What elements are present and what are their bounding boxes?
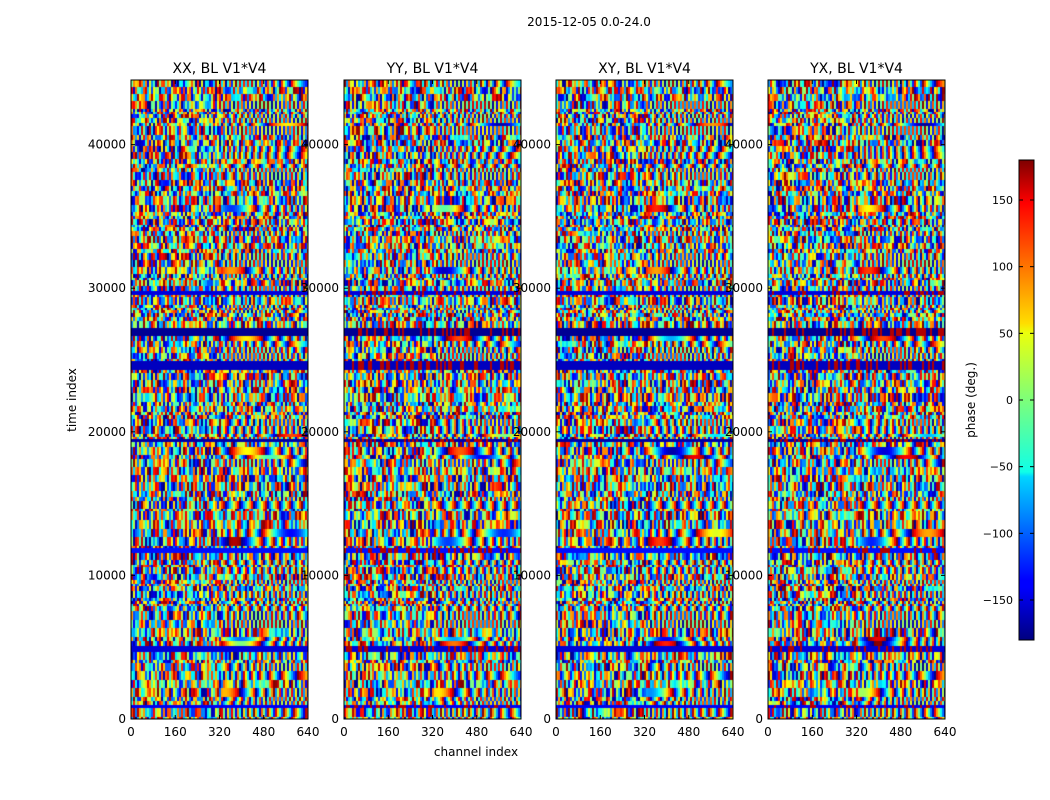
phase-image-xx [131, 80, 308, 719]
panel-xx: XX, BL V1*V4 0 160 320 480 640 0 10000 20000 3000… [88, 61, 320, 739]
y-tick-label: 30000 [513, 281, 551, 295]
figure-title: 2015-12-05 0.0-24.0 [527, 15, 651, 29]
colorbar-tick-label: 150 [992, 194, 1013, 207]
colorbar-tick-label: 100 [992, 261, 1013, 274]
y-tick-label: 40000 [301, 138, 339, 152]
x-tick-label: 160 [377, 725, 400, 739]
x-tick-label: 640 [934, 725, 957, 739]
x-tick-label: 160 [801, 725, 824, 739]
x-tick-label: 0 [127, 725, 135, 739]
colorbar-label: phase (deg.) [964, 362, 978, 438]
colorbar-tick-label: −100 [983, 527, 1013, 540]
x-tick-label: 0 [764, 725, 772, 739]
panel-xy: XY, BL V1*V4 0 160 320 480 640 0 10000 20000 3000… [513, 61, 745, 739]
y-tick-label: 0 [543, 712, 551, 726]
x-tick-label: 320 [633, 725, 656, 739]
x-tick-label: 480 [889, 725, 912, 739]
x-tick-label: 480 [465, 725, 488, 739]
y-tick-label: 40000 [88, 138, 126, 152]
x-tick-label: 640 [297, 725, 320, 739]
x-tick-label: 640 [510, 725, 533, 739]
x-tick-label: 160 [589, 725, 612, 739]
x-tick-label: 320 [845, 725, 868, 739]
panel-yy: YY, BL V1*V4 0 160 320 480 640 0 10000 20000 3000… [301, 61, 533, 739]
panel-title: XX, BL V1*V4 [173, 61, 267, 77]
panels: XX, BL V1*V4 0 160 320 480 640 0 10000 20000 3000… [88, 61, 957, 739]
colorbar-tick-label: 0 [1006, 394, 1013, 407]
y-tick-label: 20000 [88, 425, 126, 439]
x-tick-label: 640 [722, 725, 745, 739]
phase-image-xy [556, 80, 733, 719]
x-tick-label: 320 [421, 725, 444, 739]
x-tick-label: 480 [252, 725, 275, 739]
colorbar-tick-label: −150 [983, 594, 1013, 607]
y-tick-label: 40000 [513, 138, 551, 152]
y-tick-label: 10000 [301, 568, 339, 582]
colorbar: 150 100 50 0 −50 −100 −150 [983, 159, 1035, 641]
panel-title: YY, BL V1*V4 [386, 61, 479, 77]
x-tick-label: 160 [164, 725, 187, 739]
y-tick-label: 20000 [301, 425, 339, 439]
y-tick-label: 20000 [725, 425, 763, 439]
y-tick-label: 0 [755, 712, 763, 726]
panel-title: XY, BL V1*V4 [598, 61, 691, 77]
y-tick-label: 10000 [513, 568, 551, 582]
y-tick-label: 20000 [513, 425, 551, 439]
phase-image-yx [768, 80, 945, 719]
x-tick-label: 480 [677, 725, 700, 739]
y-tick-label: 30000 [725, 281, 763, 295]
y-tick-label: 30000 [88, 281, 126, 295]
colorbar-tick-label: −50 [990, 461, 1013, 474]
y-tick-label: 0 [118, 712, 126, 726]
x-tick-label: 0 [340, 725, 348, 739]
x-axis-label: channel index [434, 745, 518, 759]
panel-title: YX, BL V1*V4 [809, 61, 903, 77]
y-tick-label: 30000 [301, 281, 339, 295]
panel-yx: YX, BL V1*V4 0 160 320 480 640 0 10000 20000 3000… [725, 61, 957, 739]
y-tick-label: 0 [331, 712, 339, 726]
x-tick-label: 0 [552, 725, 560, 739]
y-tick-label: 10000 [88, 568, 126, 582]
colorbar-tick-label: 50 [999, 327, 1013, 340]
y-tick-label: 40000 [725, 138, 763, 152]
phase-image-yy [344, 80, 521, 719]
y-axis-label: time index [65, 368, 79, 432]
x-tick-label: 320 [208, 725, 231, 739]
y-tick-label: 10000 [725, 568, 763, 582]
